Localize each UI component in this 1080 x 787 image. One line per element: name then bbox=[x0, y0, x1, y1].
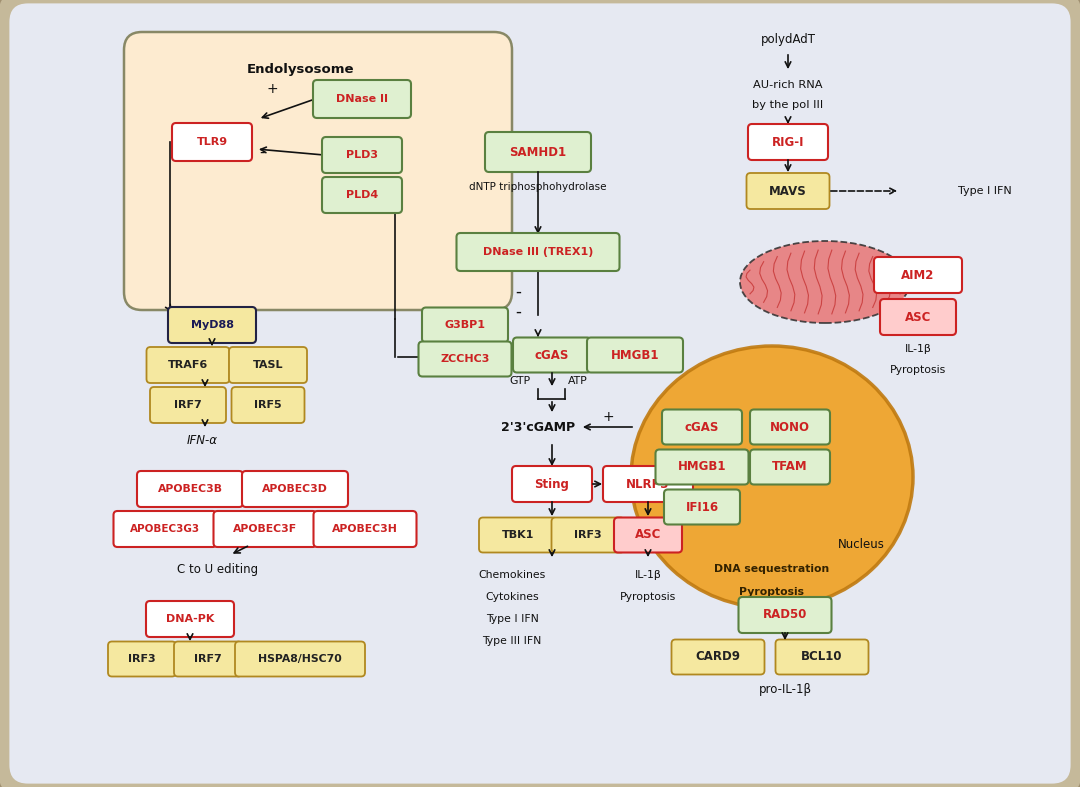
FancyBboxPatch shape bbox=[242, 471, 348, 507]
FancyBboxPatch shape bbox=[313, 511, 417, 547]
FancyBboxPatch shape bbox=[108, 641, 176, 677]
FancyBboxPatch shape bbox=[313, 80, 411, 118]
Text: AIM2: AIM2 bbox=[902, 268, 934, 282]
Text: IRF3: IRF3 bbox=[129, 654, 156, 664]
FancyBboxPatch shape bbox=[775, 640, 868, 674]
Text: Cytokines: Cytokines bbox=[485, 592, 539, 602]
Text: TRAF6: TRAF6 bbox=[167, 360, 208, 370]
Text: IFI16: IFI16 bbox=[686, 501, 718, 513]
FancyBboxPatch shape bbox=[603, 466, 693, 502]
Text: ATP: ATP bbox=[568, 376, 588, 386]
FancyBboxPatch shape bbox=[235, 641, 365, 677]
Text: APOBEC3F: APOBEC3F bbox=[233, 524, 297, 534]
FancyBboxPatch shape bbox=[137, 471, 243, 507]
Text: SAMHD1: SAMHD1 bbox=[510, 146, 567, 158]
FancyBboxPatch shape bbox=[615, 518, 681, 552]
FancyBboxPatch shape bbox=[422, 308, 508, 342]
FancyBboxPatch shape bbox=[880, 299, 956, 335]
Text: DNase II: DNase II bbox=[336, 94, 388, 104]
Text: DNA-PK: DNA-PK bbox=[166, 614, 214, 624]
Text: DNase III (TREX1): DNase III (TREX1) bbox=[483, 247, 593, 257]
Text: Pyroptosis: Pyroptosis bbox=[620, 592, 676, 602]
Text: Chemokines: Chemokines bbox=[478, 570, 545, 580]
FancyBboxPatch shape bbox=[748, 124, 828, 160]
FancyBboxPatch shape bbox=[739, 597, 832, 633]
Text: CARD9: CARD9 bbox=[696, 651, 741, 663]
Text: C to U editing: C to U editing bbox=[177, 563, 258, 575]
FancyBboxPatch shape bbox=[172, 123, 252, 161]
Text: Type I IFN: Type I IFN bbox=[958, 186, 1012, 196]
Text: G3BP1: G3BP1 bbox=[445, 320, 486, 330]
FancyBboxPatch shape bbox=[231, 387, 305, 423]
FancyBboxPatch shape bbox=[419, 342, 512, 376]
Text: IRF5: IRF5 bbox=[254, 400, 282, 410]
Text: Pyroptosis: Pyroptosis bbox=[740, 587, 805, 597]
Text: Type III IFN: Type III IFN bbox=[483, 636, 542, 646]
Text: dNTP triphosphohydrolase: dNTP triphosphohydrolase bbox=[469, 182, 607, 192]
FancyBboxPatch shape bbox=[113, 511, 216, 547]
FancyBboxPatch shape bbox=[322, 177, 402, 213]
Text: ASC: ASC bbox=[635, 529, 661, 541]
Text: PLD3: PLD3 bbox=[346, 150, 378, 160]
Text: Endolysosome: Endolysosome bbox=[246, 62, 354, 76]
FancyBboxPatch shape bbox=[8, 2, 1072, 785]
Text: 2'3'cGAMP: 2'3'cGAMP bbox=[501, 420, 575, 434]
Text: +: + bbox=[603, 410, 613, 424]
FancyBboxPatch shape bbox=[168, 307, 256, 343]
Text: RIG-I: RIG-I bbox=[772, 135, 805, 149]
Text: TFAM: TFAM bbox=[772, 460, 808, 474]
FancyBboxPatch shape bbox=[174, 641, 242, 677]
FancyBboxPatch shape bbox=[485, 132, 591, 172]
Text: cGAS: cGAS bbox=[535, 349, 569, 361]
Text: NLRP3: NLRP3 bbox=[626, 478, 670, 490]
Text: HMGB1: HMGB1 bbox=[678, 460, 726, 474]
Text: pro-IL-1β: pro-IL-1β bbox=[758, 682, 811, 696]
Ellipse shape bbox=[631, 346, 913, 608]
Text: HSPA8/HSC70: HSPA8/HSC70 bbox=[258, 654, 342, 664]
FancyBboxPatch shape bbox=[513, 338, 591, 372]
FancyBboxPatch shape bbox=[874, 257, 962, 293]
FancyBboxPatch shape bbox=[750, 409, 831, 445]
Text: TBK1: TBK1 bbox=[502, 530, 535, 540]
FancyBboxPatch shape bbox=[750, 449, 831, 485]
Text: IRF7: IRF7 bbox=[174, 400, 202, 410]
Text: TASL: TASL bbox=[253, 360, 283, 370]
Text: IRF7: IRF7 bbox=[194, 654, 221, 664]
FancyBboxPatch shape bbox=[480, 518, 557, 552]
Text: -: - bbox=[515, 303, 521, 321]
FancyBboxPatch shape bbox=[146, 601, 234, 637]
Text: Type I IFN: Type I IFN bbox=[486, 614, 539, 624]
Text: NONO: NONO bbox=[770, 420, 810, 434]
FancyBboxPatch shape bbox=[746, 173, 829, 209]
Text: RAD50: RAD50 bbox=[762, 608, 807, 622]
Text: Pyroptosis: Pyroptosis bbox=[890, 365, 946, 375]
Text: Sting: Sting bbox=[535, 478, 569, 490]
Text: ASC: ASC bbox=[905, 311, 931, 323]
FancyBboxPatch shape bbox=[457, 233, 620, 271]
Text: IL-1β: IL-1β bbox=[905, 344, 931, 354]
Text: AU-rich RNA: AU-rich RNA bbox=[753, 80, 823, 90]
FancyBboxPatch shape bbox=[322, 137, 402, 173]
FancyBboxPatch shape bbox=[662, 409, 742, 445]
Text: -: - bbox=[259, 145, 265, 160]
Text: IFN-α: IFN-α bbox=[187, 434, 217, 446]
Text: polydAdT: polydAdT bbox=[760, 32, 815, 46]
Text: -: - bbox=[515, 283, 521, 301]
Text: APOBEC3H: APOBEC3H bbox=[332, 524, 397, 534]
Text: cGAS: cGAS bbox=[685, 420, 719, 434]
Text: MyD88: MyD88 bbox=[190, 320, 233, 330]
FancyBboxPatch shape bbox=[214, 511, 316, 547]
Ellipse shape bbox=[740, 241, 910, 323]
FancyBboxPatch shape bbox=[512, 466, 592, 502]
Text: IL-1β: IL-1β bbox=[635, 570, 661, 580]
Text: TLR9: TLR9 bbox=[197, 137, 228, 147]
Text: PLD4: PLD4 bbox=[346, 190, 378, 200]
FancyBboxPatch shape bbox=[664, 490, 740, 524]
FancyBboxPatch shape bbox=[588, 338, 683, 372]
Text: GTP: GTP bbox=[509, 376, 530, 386]
Text: HMGB1: HMGB1 bbox=[611, 349, 659, 361]
FancyBboxPatch shape bbox=[552, 518, 624, 552]
Text: DNA sequestration: DNA sequestration bbox=[714, 564, 829, 574]
FancyBboxPatch shape bbox=[672, 640, 765, 674]
